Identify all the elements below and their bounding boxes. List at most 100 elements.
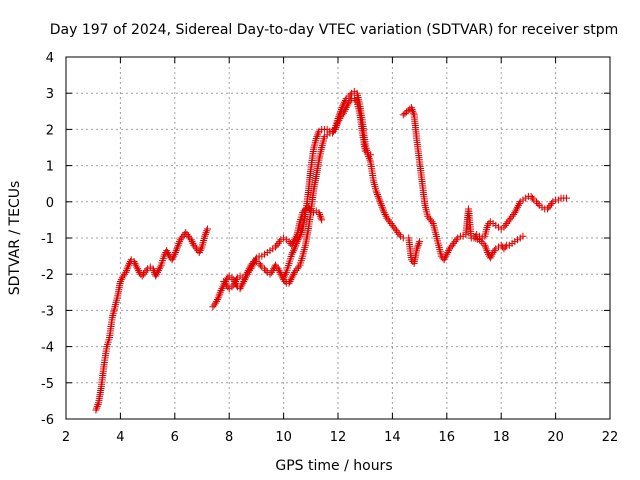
data-point-evening	[562, 194, 570, 202]
x-tick-label: 4	[116, 430, 124, 445]
y-tick-label: 1	[46, 160, 54, 175]
data-point-afternoon-c	[336, 115, 344, 123]
data-point-afternoon-a	[210, 301, 218, 309]
data-point-evening	[409, 109, 417, 117]
data-point-evening	[403, 108, 411, 116]
data-point-afternoon-b	[366, 156, 374, 164]
data-point-afternoon-a	[276, 238, 284, 246]
data-point-afternoon-a	[240, 277, 248, 285]
data-point-evening	[447, 243, 455, 251]
data-point-afternoon-b	[220, 277, 228, 285]
data-point-morning	[122, 268, 130, 276]
data-point-afternoon-c	[338, 111, 346, 119]
data-point-afternoon-c	[335, 116, 343, 124]
data-point-afternoon-a	[241, 276, 249, 284]
data-point-afternoon-b	[375, 196, 383, 204]
data-point-morning	[152, 272, 160, 280]
data-point-evening-dip	[479, 239, 487, 247]
data-point-afternoon-c	[297, 229, 305, 237]
data-point-morning	[154, 268, 162, 276]
data-point-evening	[546, 201, 554, 209]
data-point-afternoon-c	[296, 232, 304, 240]
data-point-afternoon-b	[243, 268, 251, 276]
data-point-afternoon-c	[289, 248, 297, 256]
data-point-morning	[197, 245, 205, 253]
data-point-morning	[163, 247, 171, 255]
data-point-evening	[548, 200, 556, 208]
data-point-afternoon-b	[375, 194, 383, 202]
data-point-afternoon-b	[290, 270, 298, 278]
data-point-evening-dip	[482, 243, 490, 251]
data-point-afternoon-c	[297, 230, 305, 238]
data-point-morning	[93, 402, 101, 410]
data-point-afternoon-c	[342, 104, 350, 112]
data-point-afternoon-c	[292, 241, 300, 249]
data-point-afternoon-c	[334, 118, 342, 126]
data-point-morning	[169, 254, 177, 262]
data-point-morning	[173, 245, 181, 253]
data-point-evening	[441, 254, 449, 262]
data-point-evening	[508, 212, 516, 220]
data-point-afternoon-b	[275, 267, 283, 275]
data-point-morning	[168, 256, 176, 264]
data-point-afternoon-b	[245, 265, 253, 273]
data-point-afternoon-b	[244, 267, 252, 275]
data-point-morning	[154, 267, 162, 275]
data-point-afternoon-c	[350, 95, 358, 103]
data-point-evening-dip	[413, 245, 421, 253]
data-point-morning	[178, 234, 186, 242]
data-point-afternoon-b	[386, 218, 394, 226]
data-point-morning	[155, 265, 163, 273]
data-point-morning	[142, 267, 150, 275]
data-point-afternoon-c	[281, 272, 289, 280]
data-point-afternoon-b	[372, 187, 380, 195]
data-point-afternoon-b	[365, 154, 373, 162]
data-point-morning	[130, 258, 138, 266]
data-point-afternoon-b	[276, 268, 284, 276]
data-point-afternoon-b	[382, 212, 390, 220]
data-point-evening-dip	[470, 234, 478, 242]
data-point-afternoon-b	[373, 189, 381, 197]
data-point-evening	[504, 218, 512, 226]
data-point-evening	[445, 247, 453, 255]
data-point-morning	[174, 241, 182, 249]
data-point-evening	[501, 221, 509, 229]
data-point-evening	[440, 256, 448, 264]
data-point-afternoon-a	[316, 210, 324, 218]
data-point-morning	[134, 265, 142, 273]
y-axis-ticks: -6 -5 -4 -3 -2 -1 0 1 2 3 4	[41, 51, 610, 428]
data-point-morning	[123, 265, 131, 273]
data-point-afternoon-c	[313, 133, 321, 141]
y-tick-label: 2	[46, 123, 54, 138]
data-point-morning	[140, 270, 148, 278]
data-point-morning	[176, 236, 184, 244]
data-point-evening	[503, 220, 511, 228]
y-tick-label: -1	[41, 232, 54, 247]
data-point-evening	[505, 216, 513, 224]
data-point-evening	[426, 216, 434, 224]
data-point-afternoon-a	[316, 212, 324, 220]
data-point-afternoon-a	[238, 281, 246, 289]
y-tick-label: -2	[41, 268, 54, 283]
x-tick-label: 8	[225, 430, 233, 445]
data-point-afternoon-b	[285, 279, 293, 287]
data-point-morning	[119, 272, 127, 280]
data-point-evening	[450, 239, 458, 247]
data-point-evening-dip	[416, 238, 424, 246]
data-point-afternoon-b	[231, 279, 239, 287]
data-point-morning	[131, 259, 139, 267]
data-point-morning	[203, 225, 211, 233]
data-point-afternoon-c	[337, 113, 345, 121]
data-point-afternoon-b	[390, 223, 398, 231]
data-point-morning	[164, 248, 172, 256]
data-point-afternoon-b	[274, 265, 282, 273]
data-point-afternoon-a	[216, 288, 224, 296]
data-point-evening-dip	[474, 235, 482, 243]
data-point-afternoon-b	[269, 267, 277, 275]
data-point-evening	[527, 192, 535, 200]
data-point-afternoon-c	[367, 151, 375, 159]
data-point-afternoon-b	[380, 207, 388, 215]
data-point-morning	[138, 272, 146, 280]
data-point-morning	[196, 247, 204, 255]
data-point-evening	[545, 203, 553, 211]
